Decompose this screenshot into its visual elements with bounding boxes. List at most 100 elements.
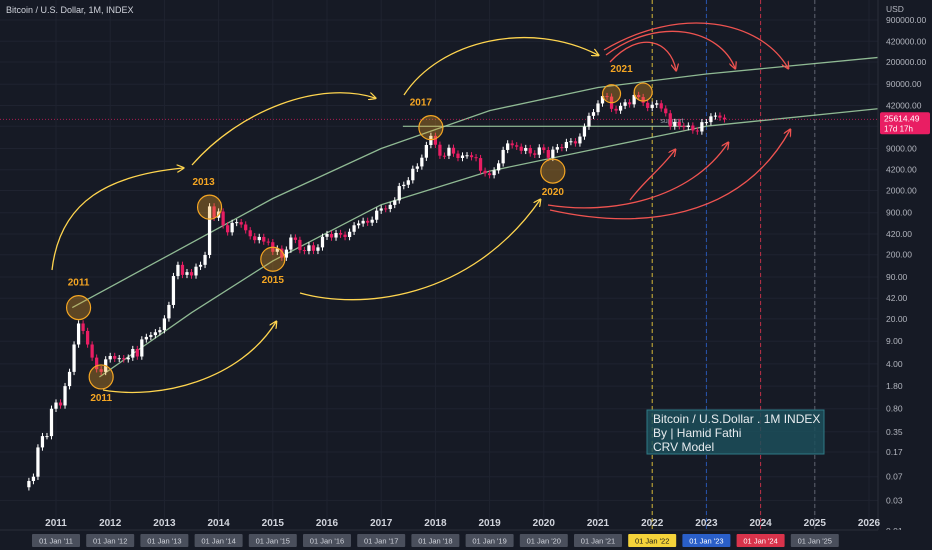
info-line-2: By | Hamid Fathi — [653, 426, 741, 440]
candle-body — [627, 102, 632, 105]
price-axis-label: 2000.00 — [886, 185, 917, 195]
candle-body — [352, 225, 356, 232]
date-label: 01 Jan '22 — [635, 537, 669, 546]
candle-body — [334, 233, 338, 238]
date-pill — [140, 534, 189, 547]
candle-body — [72, 344, 76, 372]
candle-body — [420, 157, 424, 167]
candle-body — [85, 330, 90, 345]
price-axis-label: 0.35 — [886, 427, 903, 437]
year-label: 2012 — [99, 518, 122, 529]
candle-body — [447, 147, 451, 156]
info-line-3: CRV Model — [653, 440, 714, 454]
candle-body — [95, 357, 99, 370]
price-axis-currency: USD — [886, 4, 904, 14]
candle-body — [244, 224, 248, 231]
candle-body — [307, 245, 311, 252]
candle-body — [397, 186, 401, 201]
date-label: 01 Jan '11 — [39, 537, 73, 546]
date-label: 01 Jan '23 — [689, 537, 723, 546]
year-label: 2013 — [153, 518, 176, 529]
year-label: 2017 — [370, 518, 393, 529]
cycle-label: 2013 — [192, 177, 215, 188]
candle-body — [171, 276, 176, 305]
candle-body — [646, 102, 650, 108]
date-pill — [790, 534, 839, 547]
candle-body — [469, 155, 474, 158]
candle-body — [582, 126, 587, 137]
candle-body — [235, 222, 239, 224]
candle-body — [131, 349, 135, 358]
candle-body — [176, 264, 180, 277]
candle-body — [49, 408, 54, 437]
candle-body — [673, 121, 677, 127]
candle-body — [379, 208, 383, 211]
candle-body — [478, 158, 483, 171]
candle-body — [347, 231, 352, 238]
cycle-label: 2015 — [262, 275, 285, 286]
date-label: 01 Jan '14 — [201, 537, 235, 546]
candle-body — [519, 146, 523, 151]
candle-body — [203, 254, 207, 265]
candle-body — [664, 108, 668, 114]
date-pill — [736, 534, 785, 547]
candle-body — [117, 358, 121, 360]
candle-body — [384, 208, 388, 210]
projection-arrow — [605, 30, 735, 68]
candle-body — [230, 222, 234, 233]
candle-body — [442, 155, 447, 157]
candle-body — [320, 236, 325, 248]
candle-body — [180, 264, 185, 275]
price-axis-label: 9000.00 — [886, 143, 917, 153]
candle-body — [668, 113, 672, 127]
candle-body — [524, 148, 528, 151]
date-pill — [86, 534, 135, 547]
candle-body — [587, 115, 591, 127]
candle-body — [691, 125, 695, 131]
candle-body — [632, 94, 636, 105]
candle-body — [266, 241, 270, 243]
candle-body — [555, 147, 559, 150]
candle-body — [81, 323, 85, 331]
projection-arrow — [102, 322, 276, 394]
candle-body — [510, 143, 514, 146]
cycle-label: 2011 — [90, 393, 112, 404]
candle-body — [63, 386, 67, 406]
projection-arrow — [547, 143, 728, 209]
projection-arrow — [299, 200, 540, 301]
candle-body — [40, 436, 45, 448]
year-label: 2011 — [45, 518, 67, 529]
date-label: 01 Jan '16 — [310, 537, 344, 546]
candle-body — [542, 147, 546, 150]
candle-body — [36, 447, 40, 477]
date-label: 01 Jan '13 — [147, 537, 181, 546]
candle-body — [722, 117, 727, 120]
candle-body — [280, 248, 284, 258]
candle-body — [248, 230, 252, 237]
cycle-highlight-circle — [196, 194, 223, 220]
candle-body — [158, 330, 162, 333]
candle-body — [718, 115, 722, 118]
price-axis-label: 0.80 — [886, 404, 903, 414]
year-label: 2016 — [316, 518, 339, 529]
candle-body — [140, 339, 144, 357]
candle-body — [122, 358, 126, 360]
cycle-highlight-circle — [633, 82, 653, 102]
price-axis-label: 90000.00 — [886, 79, 922, 89]
projection-arrow — [603, 22, 788, 68]
candle-body — [113, 355, 117, 359]
price-axis-label: 42000.00 — [886, 101, 922, 111]
cycle-highlight-circle — [88, 364, 114, 390]
price-axis-label: 0.07 — [886, 472, 903, 482]
year-label: 2019 — [478, 518, 501, 529]
candle-body — [67, 371, 72, 387]
date-pill — [411, 534, 460, 547]
candle-body — [411, 168, 415, 181]
candle-body — [284, 249, 288, 258]
candle-body — [27, 481, 31, 488]
candle-body — [637, 94, 641, 98]
cycle-label: 2021 — [610, 64, 633, 75]
date-pill — [248, 534, 297, 547]
candle-body — [686, 125, 690, 128]
